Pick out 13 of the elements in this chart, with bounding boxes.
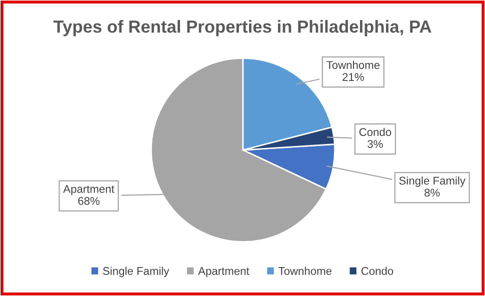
slice-label: Townhome bbox=[326, 60, 380, 69]
legend-label: Apartment bbox=[198, 267, 250, 278]
slice-label: Single Family bbox=[399, 176, 466, 187]
data-label: 68% bbox=[78, 197, 100, 205]
slice-label: Condo bbox=[359, 128, 392, 136]
legend-label: Townhome bbox=[278, 266, 332, 275]
data-label: 21% bbox=[342, 73, 364, 81]
legend-label: Condo bbox=[361, 266, 394, 275]
data-label: 8% bbox=[424, 188, 440, 197]
chart-title: Types of Rental Properties in Philadelphia, PA bbox=[53, 20, 432, 36]
legend-label: Single Family bbox=[103, 266, 170, 278]
data-label: 3% bbox=[368, 140, 383, 148]
slice-label: Apartment bbox=[63, 185, 114, 196]
